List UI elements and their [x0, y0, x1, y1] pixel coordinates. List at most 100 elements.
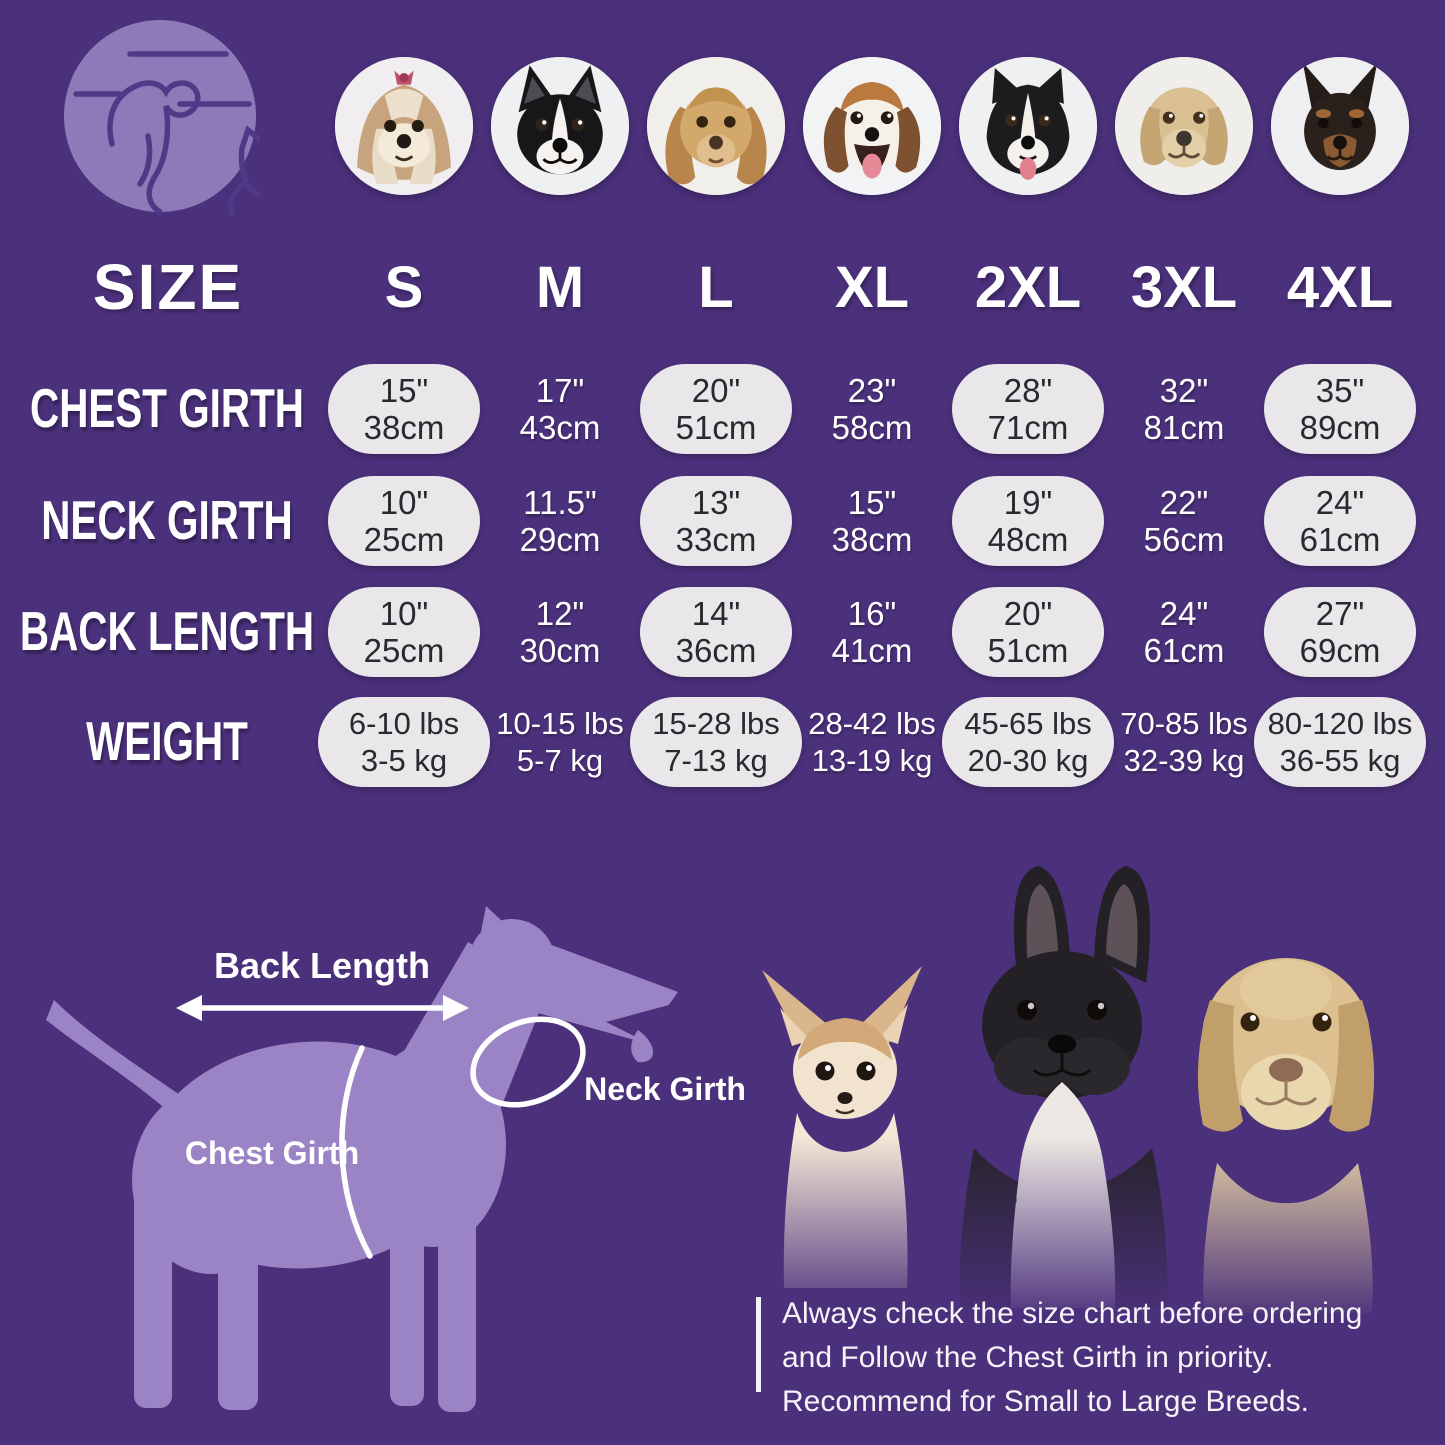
measurement-cell: 20" 51cm	[952, 587, 1104, 677]
value-imperial: 23"	[847, 372, 897, 409]
value-imperial: 32"	[1159, 372, 1209, 409]
measurement-cell: 32" 81cm	[1108, 364, 1260, 454]
neck-girth-label: Neck Girth	[584, 1071, 746, 1107]
value-imperial: 10"	[379, 595, 429, 632]
measurement-cell: 22" 56cm	[1108, 476, 1260, 566]
value-imperial: 28"	[1003, 372, 1053, 409]
size-header-m: M	[535, 254, 585, 320]
breed-photo-border-collie	[959, 57, 1097, 195]
back-length-label: Back Length	[214, 945, 430, 986]
row-label-back-length: BACK LENGTH	[19, 600, 315, 663]
value-metric: 33cm	[675, 521, 757, 558]
value-imperial: 20"	[1003, 595, 1053, 632]
value-metric: 38cm	[363, 409, 445, 446]
logo-dog-cat-icon	[64, 20, 260, 217]
measurement-cell: 16" 41cm	[796, 587, 948, 677]
chest-girth-line	[339, 1045, 373, 1259]
value-imperial: 22"	[1159, 484, 1209, 521]
measurement-cell: 28-42 lbs 13-19 kg	[786, 697, 958, 787]
measurement-cell: 15" 38cm	[328, 364, 480, 454]
value-metric: 3-5 kg	[360, 743, 448, 778]
row-label-weight: WEIGHT	[86, 710, 248, 773]
value-imperial: 17"	[535, 372, 585, 409]
note-line-3: Recommend for Small to Large Breeds.	[782, 1385, 1309, 1418]
size-header-s: S	[384, 254, 424, 320]
value-imperial: 35"	[1315, 372, 1365, 409]
value-metric: 36-55 kg	[1279, 743, 1401, 778]
value-metric: 81cm	[1143, 409, 1225, 446]
value-metric: 43cm	[519, 409, 601, 446]
value-metric: 30cm	[519, 632, 601, 669]
measurement-cell: 6-10 lbs 3-5 kg	[318, 697, 490, 787]
value-imperial: 13"	[691, 484, 741, 521]
breed-photo-shih-tzu	[335, 57, 473, 195]
value-metric: 29cm	[519, 521, 601, 558]
value-imperial: 27"	[1315, 595, 1365, 632]
measurement-cell: 13" 33cm	[640, 476, 792, 566]
size-title: SIZE	[92, 251, 244, 323]
measurement-cell: 24" 61cm	[1108, 587, 1260, 677]
value-metric: 25cm	[363, 521, 445, 558]
neck-girth-line	[470, 1016, 586, 1108]
value-metric: 89cm	[1299, 409, 1381, 446]
note-accent-bar	[756, 1297, 761, 1392]
measurement-cell: 23" 58cm	[796, 364, 948, 454]
measurement-cell: 24" 61cm	[1264, 476, 1416, 566]
value-metric: 58cm	[831, 409, 913, 446]
size-header-3xl: 3XL	[1130, 254, 1238, 320]
value-metric: 7-13 kg	[664, 743, 768, 778]
measurement-cell: 27" 69cm	[1264, 587, 1416, 677]
value-imperial: 15"	[379, 372, 429, 409]
value-imperial: 15-28 lbs	[652, 706, 780, 741]
note-line-1: Always check the size chart before order…	[782, 1297, 1363, 1330]
value-metric: 51cm	[987, 632, 1069, 669]
note-text: Always check the size chart before order…	[782, 1292, 1402, 1424]
size-header-l: L	[698, 254, 734, 320]
size-header-4xl: 4XL	[1286, 254, 1394, 320]
value-metric: 32-39 kg	[1123, 743, 1245, 778]
value-imperial: 20"	[691, 372, 741, 409]
value-metric: 56cm	[1143, 521, 1225, 558]
measurement-cell: 45-65 lbs 20-30 kg	[942, 697, 1114, 787]
measurement-cell: 35" 89cm	[1264, 364, 1416, 454]
breed-photo-doberman	[1271, 57, 1409, 195]
value-imperial: 14"	[691, 595, 741, 632]
measurement-cell: 15-28 lbs 7-13 kg	[630, 697, 802, 787]
value-imperial: 15"	[847, 484, 897, 521]
value-metric: 69cm	[1299, 632, 1381, 669]
value-metric: 71cm	[987, 409, 1069, 446]
breed-photo-beagle	[803, 57, 941, 195]
measurement-cell: 70-85 lbs 32-39 kg	[1098, 697, 1270, 787]
size-header-xl: XL	[834, 254, 910, 320]
measurement-cell: 15" 38cm	[796, 476, 948, 566]
measurement-cell: 17" 43cm	[484, 364, 636, 454]
value-imperial: 10-15 lbs	[496, 706, 624, 741]
measurement-cell: 20" 51cm	[640, 364, 792, 454]
value-imperial: 24"	[1159, 595, 1209, 632]
value-metric: 61cm	[1143, 632, 1225, 669]
value-metric: 41cm	[831, 632, 913, 669]
value-imperial: 10"	[379, 484, 429, 521]
value-metric: 51cm	[675, 409, 757, 446]
value-metric: 38cm	[831, 521, 913, 558]
measurement-cell: 19" 48cm	[952, 476, 1104, 566]
chest-girth-label: Chest Girth	[185, 1135, 359, 1171]
value-metric: 13-19 kg	[811, 743, 933, 778]
value-imperial: 16"	[847, 595, 897, 632]
value-imperial: 11.5"	[523, 484, 597, 521]
dog-tail	[46, 1000, 190, 1122]
row-label-neck-girth: NECK GIRTH	[41, 489, 293, 552]
value-imperial: 70-85 lbs	[1120, 706, 1248, 741]
measurement-cell: 28" 71cm	[952, 364, 1104, 454]
dogs-photo-chihuahua-frenchie-labrador	[722, 866, 1445, 1368]
value-imperial: 19"	[1003, 484, 1053, 521]
value-metric: 36cm	[675, 632, 757, 669]
measurement-diagram: Back Length Neck Girth Chest Girth	[46, 906, 746, 1412]
value-imperial: 24"	[1315, 484, 1365, 521]
breed-photo-cocker-spaniel	[647, 57, 785, 195]
measurement-cell: 10-15 lbs 5-7 kg	[474, 697, 646, 787]
value-metric: 20-30 kg	[967, 743, 1089, 778]
breed-photo-boston-terrier	[491, 57, 629, 195]
value-imperial: 80-120 lbs	[1267, 706, 1413, 741]
